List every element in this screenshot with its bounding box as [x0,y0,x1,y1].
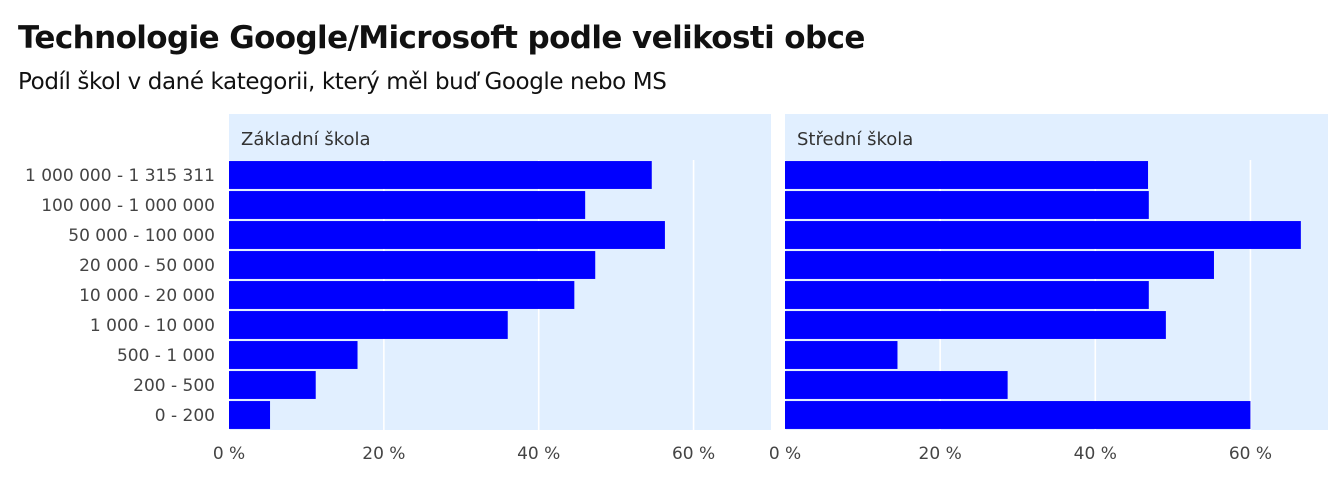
x-tick-label: 20 % [362,444,405,464]
x-tick-label: 60 % [672,444,715,464]
y-category-label: 1 000 000 - 1 315 311 [25,166,215,186]
x-tick-label: 60 % [1229,444,1272,464]
y-category-label: 10 000 - 20 000 [79,286,215,306]
bar [229,281,575,309]
bar [785,401,1251,429]
bar [229,251,596,279]
bar [229,371,316,399]
facet-label: Střední škola [797,129,913,150]
bar [785,281,1149,309]
bar [785,371,1008,399]
x-tick-label: 20 % [919,444,962,464]
bar [229,221,665,249]
bar [229,191,586,219]
bar [229,311,508,339]
chart-subtitle: Podíl škol v dané kategorii, který měl b… [18,69,667,95]
x-tick-label: 40 % [517,444,560,464]
y-category-label: 500 - 1 000 [117,346,215,366]
bar [785,311,1166,339]
chart-title: Technologie Google/Microsoft podle velik… [18,20,865,56]
bar [785,341,898,369]
bar [785,191,1149,219]
facet-label: Základní škola [241,129,371,150]
bar [785,251,1214,279]
x-tick-label: 0 % [213,444,245,464]
y-category-label: 20 000 - 50 000 [79,256,215,276]
y-category-label: 50 000 - 100 000 [68,226,215,246]
x-tick-label: 40 % [1074,444,1117,464]
bar [229,401,271,429]
y-category-label: 100 000 - 1 000 000 [41,196,215,216]
x-tick-label: 0 % [769,444,801,464]
bar [229,161,652,189]
y-category-label: 1 000 - 10 000 [90,316,215,336]
bar [785,221,1301,249]
y-category-label: 0 - 200 [155,406,215,426]
bar [785,161,1149,189]
y-category-label: 200 - 500 [133,376,215,396]
bar [229,341,358,369]
